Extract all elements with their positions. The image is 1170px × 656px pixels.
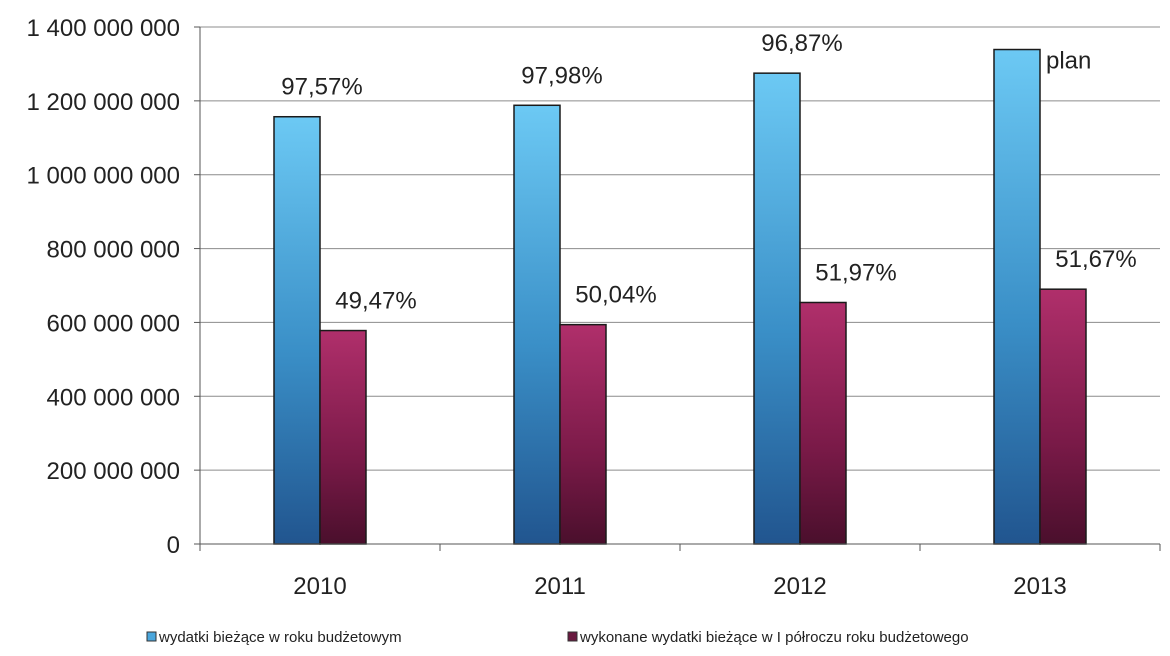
y-tick-label: 600 000 000: [47, 310, 180, 337]
y-tick-label: 400 000 000: [47, 384, 180, 411]
bar-wykonane-wydatki: [559, 323, 607, 545]
y-tick-label: 1 400 000 000: [27, 15, 180, 42]
legend-swatch: [146, 631, 157, 642]
y-axis-ticks: 0 200 000 000 400 000 000 600 000 000 800 00…: [27, 15, 180, 559]
legend-label: wydatki bieżące w roku budżetowym: [158, 629, 402, 646]
y-tick-label: 0: [167, 532, 180, 559]
data-label: 51,67%: [1055, 246, 1136, 273]
y-tick-label: 1 000 000 000: [27, 163, 180, 190]
y-tick-label: 1 200 000 000: [27, 89, 180, 116]
legend-label: wykonane wydatki bieżące w I półroczu ro…: [579, 629, 969, 646]
x-tick-label: 2011: [534, 573, 586, 600]
x-axis: 2010 2011 2012 2013: [199, 27, 1161, 600]
data-label: plan: [1046, 48, 1091, 75]
bar-wykonane-wydatki: [1039, 288, 1087, 545]
x-tick-label: 2013: [1013, 573, 1066, 600]
legend-swatch: [567, 631, 578, 642]
data-label: 49,47%: [335, 288, 416, 315]
bar-wydatki-biezace: [753, 72, 801, 545]
bar-wydatki-biezace: [993, 48, 1041, 545]
bar-wykonane-wydatki: [319, 329, 367, 545]
data-label: 97,57%: [281, 74, 362, 101]
data-label: 50,04%: [575, 282, 656, 309]
bar-wydatki-biezace: [273, 115, 321, 545]
data-labels: 97,57% 49,47% 97,98% 50,04% 96,87% 51,97% plan…: [281, 30, 1136, 314]
bar-wykonane-wydatki: [799, 301, 847, 545]
data-label: 96,87%: [761, 30, 842, 57]
x-tick-label: 2012: [773, 573, 826, 600]
y-tick-label: 800 000 000: [47, 237, 180, 264]
x-tick-label: 2010: [293, 573, 346, 600]
data-label: 51,97%: [815, 259, 896, 286]
y-tick-label: 200 000 000: [47, 458, 180, 485]
legend: wydatki bieżące w roku budżetowym wykonan…: [146, 629, 969, 646]
bars: [273, 48, 1087, 545]
bar-wydatki-biezace: [513, 104, 561, 545]
data-label: 97,98%: [521, 62, 602, 89]
